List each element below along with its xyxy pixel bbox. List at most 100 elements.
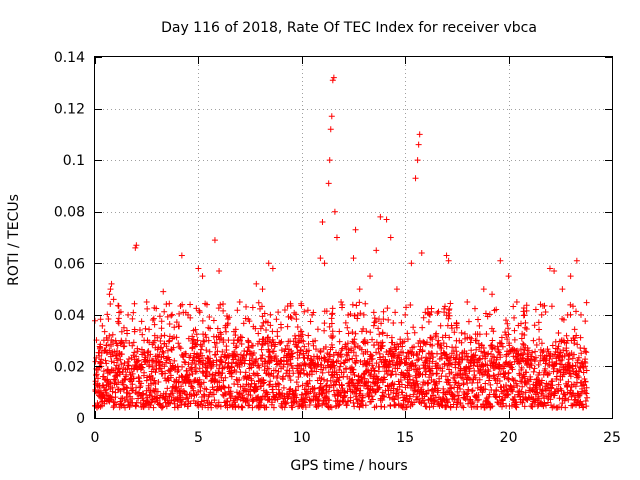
data-point [445,315,452,322]
data-point [425,387,432,394]
data-point [546,265,553,272]
data-point [385,367,392,374]
data-point [471,305,478,312]
data-point [105,315,112,322]
data-point [245,337,252,344]
data-point [369,362,376,369]
data-point [118,328,125,335]
chart-title: Day 116 of 2018, Rate Of TEC Index for r… [161,20,537,36]
data-point [475,316,482,323]
data-point [302,404,309,411]
data-point [584,394,591,401]
data-point [115,303,122,310]
data-point [166,356,173,363]
data-point [202,331,209,338]
data-point [442,373,449,380]
data-point [317,380,324,387]
data-point [470,359,477,366]
data-point [211,351,218,358]
data-point [146,361,153,368]
data-point [223,328,230,335]
data-point [414,157,421,164]
data-point [199,352,206,359]
data-point [505,369,512,376]
data-point [499,343,506,350]
data-point [505,325,512,332]
data-point [427,350,434,357]
data-point [441,303,448,310]
data-point [166,300,173,307]
data-point [577,311,584,318]
y-tick-label: 0 [76,411,85,427]
data-point [469,399,476,406]
data-point [337,360,344,367]
data-point [570,335,577,342]
x-axis-label: GPS time / hours [290,458,407,474]
data-point [115,315,122,322]
data-point [509,366,516,373]
data-point [122,404,129,411]
data-point [147,402,154,409]
data-point [388,334,395,341]
data-point [177,345,184,352]
data-point [512,377,519,384]
data-point [412,175,419,182]
data-point [222,359,229,366]
data-point [219,348,226,355]
data-point [427,396,434,403]
data-point [258,346,265,353]
data-point [191,341,198,348]
data-point [121,343,128,350]
data-point [476,355,483,362]
data-point [537,382,544,389]
data-point [396,361,403,368]
data-point [567,301,574,308]
data-point [529,403,536,410]
data-point [469,387,476,394]
data-point [104,376,111,383]
data-point [566,370,573,377]
data-point [487,381,494,388]
data-point [131,349,138,356]
data-point [117,387,124,394]
data-point [150,339,157,346]
data-point [481,349,488,356]
data-point [367,351,374,358]
data-point [107,301,114,308]
data-point [551,351,558,358]
data-point [452,344,459,351]
data-point [132,244,139,251]
data-point [478,348,485,355]
data-point [151,377,158,384]
data-point [154,388,161,395]
data-point [582,356,589,363]
data-point [210,317,217,324]
data-point [112,394,119,401]
data-point [346,356,353,363]
data-point [295,383,302,390]
data-point [350,366,357,373]
data-point [109,331,116,338]
data-point [152,369,159,376]
data-point [509,346,516,353]
data-point [425,318,432,325]
data-point [108,366,115,373]
data-point [455,396,462,403]
data-point [423,368,430,375]
data-point [471,372,478,379]
data-point [201,338,208,345]
data-point [453,355,460,362]
data-point [383,216,390,223]
data-point [405,350,412,357]
data-point [453,324,460,331]
data-point [269,328,276,335]
data-point [510,347,517,354]
data-point [236,337,243,344]
data-point [130,309,137,316]
data-point [567,387,574,394]
data-point [385,351,392,358]
data-point [226,314,233,321]
data-point [200,337,207,344]
data-point [284,361,291,368]
data-point [97,344,104,351]
